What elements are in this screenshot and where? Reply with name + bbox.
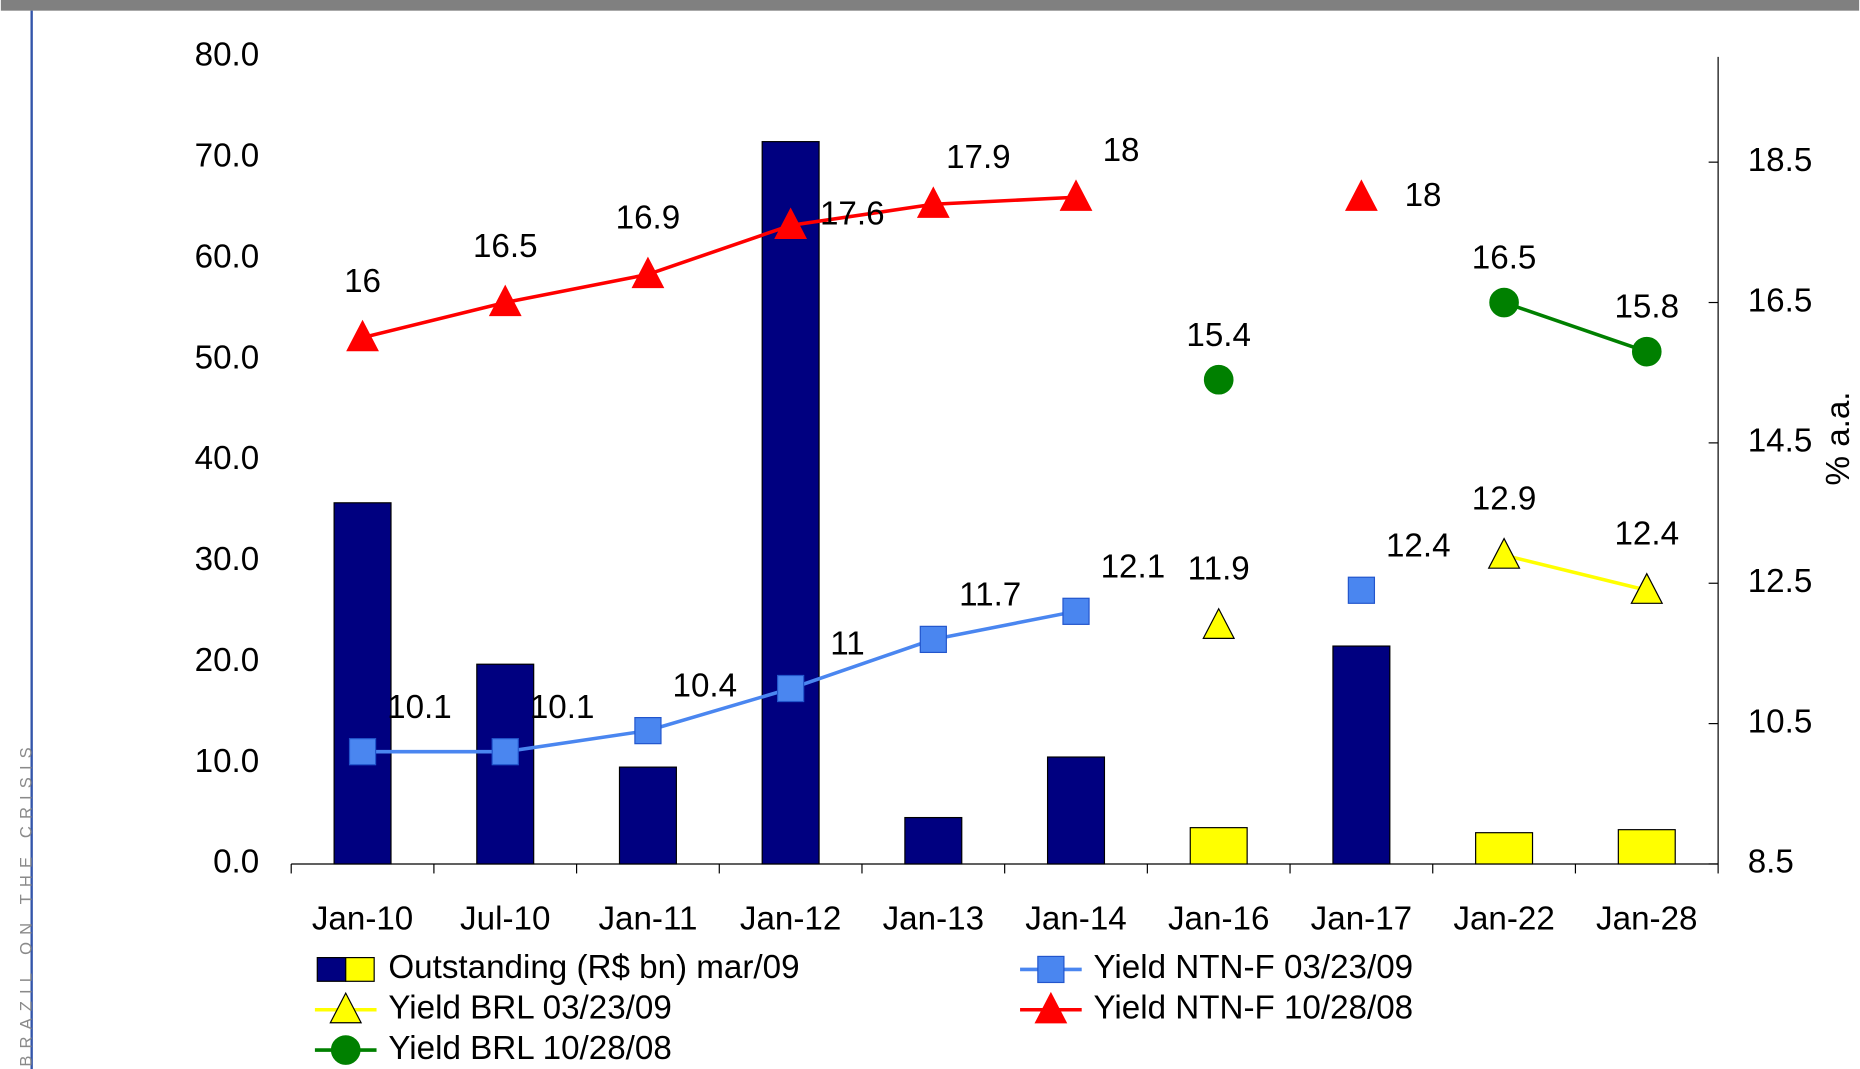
y2-tick-label: 10.5 xyxy=(1748,703,1813,740)
y-tick-label: 0.0 xyxy=(213,844,259,881)
sidebar-text: BRAZIL ON THE CRISIS xyxy=(16,740,35,1066)
data-label: 10.1 xyxy=(530,689,595,726)
data-label: 16 xyxy=(344,263,381,300)
x-tick-label: Jan-14 xyxy=(1025,901,1126,938)
legend-label: Yield BRL 03/23/09 xyxy=(388,990,671,1027)
data-label: 16.9 xyxy=(616,200,681,237)
bar xyxy=(1332,645,1391,865)
x-tick-label: Jan-12 xyxy=(740,901,841,938)
data-label: 12.9 xyxy=(1472,480,1537,517)
y-tick-label: 60.0 xyxy=(195,238,260,275)
data-label: 10.1 xyxy=(387,689,452,726)
point xyxy=(491,738,519,766)
data-label: 15.8 xyxy=(1614,289,1679,326)
x-tick-label: Jul-10 xyxy=(460,901,550,938)
data-label: 17.9 xyxy=(946,139,1011,176)
legend-label: Yield NTN-F 03/23/09 xyxy=(1094,949,1414,986)
x-tick-label: Jan-22 xyxy=(1453,901,1554,938)
point xyxy=(1062,597,1090,625)
bar xyxy=(761,141,820,865)
data-label: 16.5 xyxy=(1472,240,1537,277)
point xyxy=(1347,576,1376,604)
bar xyxy=(1617,829,1676,865)
bar xyxy=(904,816,963,865)
point xyxy=(488,284,522,317)
bar xyxy=(618,766,677,865)
legend-swatch xyxy=(316,957,347,982)
point xyxy=(634,716,662,745)
y-tick-label: 70.0 xyxy=(195,138,260,175)
point xyxy=(631,256,665,289)
legend-marker xyxy=(329,991,363,1024)
point xyxy=(1630,572,1664,604)
y-tick-label: 80.0 xyxy=(195,37,260,74)
y-tick-label: 20.0 xyxy=(195,642,260,679)
point xyxy=(1059,179,1093,211)
data-label: 11.9 xyxy=(1188,551,1250,588)
point xyxy=(348,738,377,766)
x-tick-label: Jan-13 xyxy=(883,901,984,938)
point xyxy=(774,207,808,239)
data-label: 17.6 xyxy=(820,196,885,233)
data-label: 12.4 xyxy=(1614,516,1679,553)
legend-marker xyxy=(330,1035,361,1065)
top-band xyxy=(0,0,1860,11)
point xyxy=(1203,364,1234,395)
data-label: 12.4 xyxy=(1386,527,1451,564)
y2-tick-label: 14.5 xyxy=(1748,423,1813,460)
x-tick-label: Jan-10 xyxy=(312,901,413,938)
y-tick-label: 50.0 xyxy=(195,339,260,376)
data-label: 11.7 xyxy=(959,576,1021,613)
y-tick-label: 10.0 xyxy=(195,743,260,780)
data-label: 18 xyxy=(1405,177,1442,214)
point xyxy=(346,319,379,352)
legend-label: Yield BRL 10/28/08 xyxy=(388,1030,671,1067)
series-line xyxy=(1503,553,1648,592)
y2-tick-label: 16.5 xyxy=(1748,282,1813,319)
legend-marker xyxy=(1034,991,1068,1024)
data-label: 10.4 xyxy=(673,668,738,705)
y2-axis-label: % a.a. xyxy=(1820,391,1857,485)
point xyxy=(1345,179,1378,211)
x-tick-label: Jan-11 xyxy=(598,901,697,938)
point xyxy=(1487,537,1521,569)
y2-tick-label: 18.5 xyxy=(1748,142,1813,179)
x-tick-label: Jan-28 xyxy=(1596,901,1697,938)
data-label: 15.4 xyxy=(1186,317,1251,354)
bar xyxy=(1475,832,1534,865)
point xyxy=(916,186,950,218)
y-tick-label: 40.0 xyxy=(195,440,260,477)
y2-tick-label: 8.5 xyxy=(1748,844,1794,881)
data-label: 18 xyxy=(1103,132,1140,169)
x-tick-label: Jan-16 xyxy=(1168,901,1269,938)
point xyxy=(919,625,947,654)
data-label: 11 xyxy=(830,626,864,663)
bar xyxy=(1046,756,1106,865)
legend-label: Yield NTN-F 10/28/08 xyxy=(1094,990,1414,1027)
legend-label: Outstanding (R$ bn) mar/09 xyxy=(388,949,799,986)
x-tick-label: Jan-17 xyxy=(1311,901,1412,938)
y2-tick-label: 12.5 xyxy=(1748,563,1813,600)
legend-swatch xyxy=(345,957,375,982)
data-label: 12.1 xyxy=(1101,548,1166,585)
series-line xyxy=(1503,300,1648,354)
y-tick-label: 30.0 xyxy=(195,541,260,578)
point xyxy=(776,674,805,703)
point xyxy=(1631,336,1662,367)
data-label: 16.5 xyxy=(473,228,538,265)
legend-marker xyxy=(1037,955,1065,984)
bar xyxy=(333,502,392,865)
point xyxy=(1489,287,1519,318)
bar xyxy=(1189,827,1248,865)
point xyxy=(1202,607,1236,639)
